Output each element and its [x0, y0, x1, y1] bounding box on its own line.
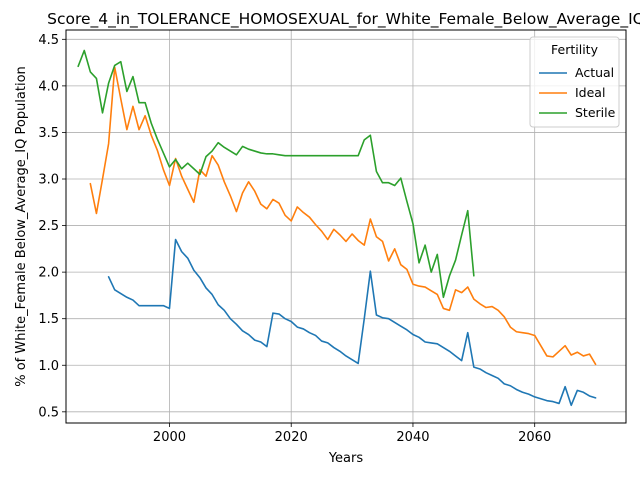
- y-tick-label: 1.0: [38, 359, 59, 374]
- x-tick-label: 2040: [396, 430, 429, 445]
- y-tick-label: 3.0: [38, 173, 59, 188]
- y-tick-label: 3.5: [38, 126, 59, 141]
- y-tick-label: 4.0: [38, 79, 59, 94]
- y-tick-label: 1.5: [38, 312, 59, 327]
- series-line-actual: [107, 238, 597, 407]
- series-layer: [77, 49, 597, 407]
- y-axis: 0.5 1.0 1.5 2.0 2.5 3.0 3.5 4.0 4.5: [38, 33, 66, 420]
- y-axis-label: % of White_Female Below_Average_IQ Popul…: [14, 66, 29, 387]
- legend: Fertility Actual Ideal Sterile: [529, 36, 620, 128]
- plot-frame: [65, 29, 627, 424]
- legend-box: [529, 36, 620, 128]
- chart-title: Score_4_in_TOLERANCE_HOMOSEXUAL_for_Whit…: [47, 10, 640, 29]
- series-line-sterile: [77, 49, 475, 299]
- y-tick-label: 2.5: [38, 219, 59, 234]
- y-tick-label: 2.0: [38, 266, 59, 281]
- legend-label-ideal: Ideal: [575, 85, 605, 100]
- legend-title: Fertility: [551, 42, 599, 57]
- x-axis-label: Years: [328, 451, 364, 466]
- x-tick-label: 2000: [153, 430, 186, 445]
- x-axis: 2000 2020 2040 2060: [153, 423, 551, 445]
- x-tick-label: 2060: [518, 430, 551, 445]
- legend-label-actual: Actual: [575, 65, 614, 80]
- x-tick-label: 2020: [275, 430, 308, 445]
- series-line-ideal: [89, 66, 597, 366]
- y-tick-label: 4.5: [38, 33, 59, 48]
- y-tick-label: 0.5: [38, 405, 59, 420]
- legend-label-sterile: Sterile: [575, 105, 616, 120]
